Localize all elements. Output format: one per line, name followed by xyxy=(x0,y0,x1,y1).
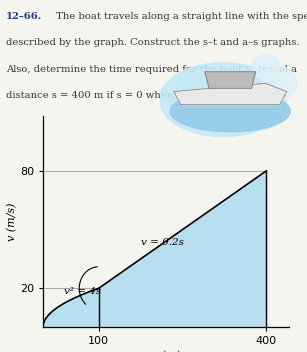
Ellipse shape xyxy=(262,67,297,100)
Ellipse shape xyxy=(251,55,280,79)
Text: distance s = 400 m if s = 0 when t = 0.: distance s = 400 m if s = 0 when t = 0. xyxy=(6,91,205,100)
Ellipse shape xyxy=(160,63,287,137)
Text: 12–66.: 12–66. xyxy=(6,12,42,21)
Polygon shape xyxy=(174,83,287,105)
Text: described by the graph. Construct the s–t and a–s graphs.: described by the graph. Construct the s–… xyxy=(6,38,300,48)
Text: Also, determine the time required for the boat to travel a: Also, determine the time required for th… xyxy=(6,65,297,74)
Polygon shape xyxy=(205,72,256,88)
Text: v² = 4s: v² = 4s xyxy=(64,287,101,296)
Ellipse shape xyxy=(170,91,290,132)
Y-axis label: v (m/s): v (m/s) xyxy=(7,202,17,241)
Text: The boat travels along a straight line with the speed: The boat travels along a straight line w… xyxy=(53,12,307,21)
Ellipse shape xyxy=(216,85,287,131)
Text: v = 0.2s: v = 0.2s xyxy=(141,238,184,247)
X-axis label: s (m): s (m) xyxy=(152,351,180,352)
Ellipse shape xyxy=(174,70,244,119)
